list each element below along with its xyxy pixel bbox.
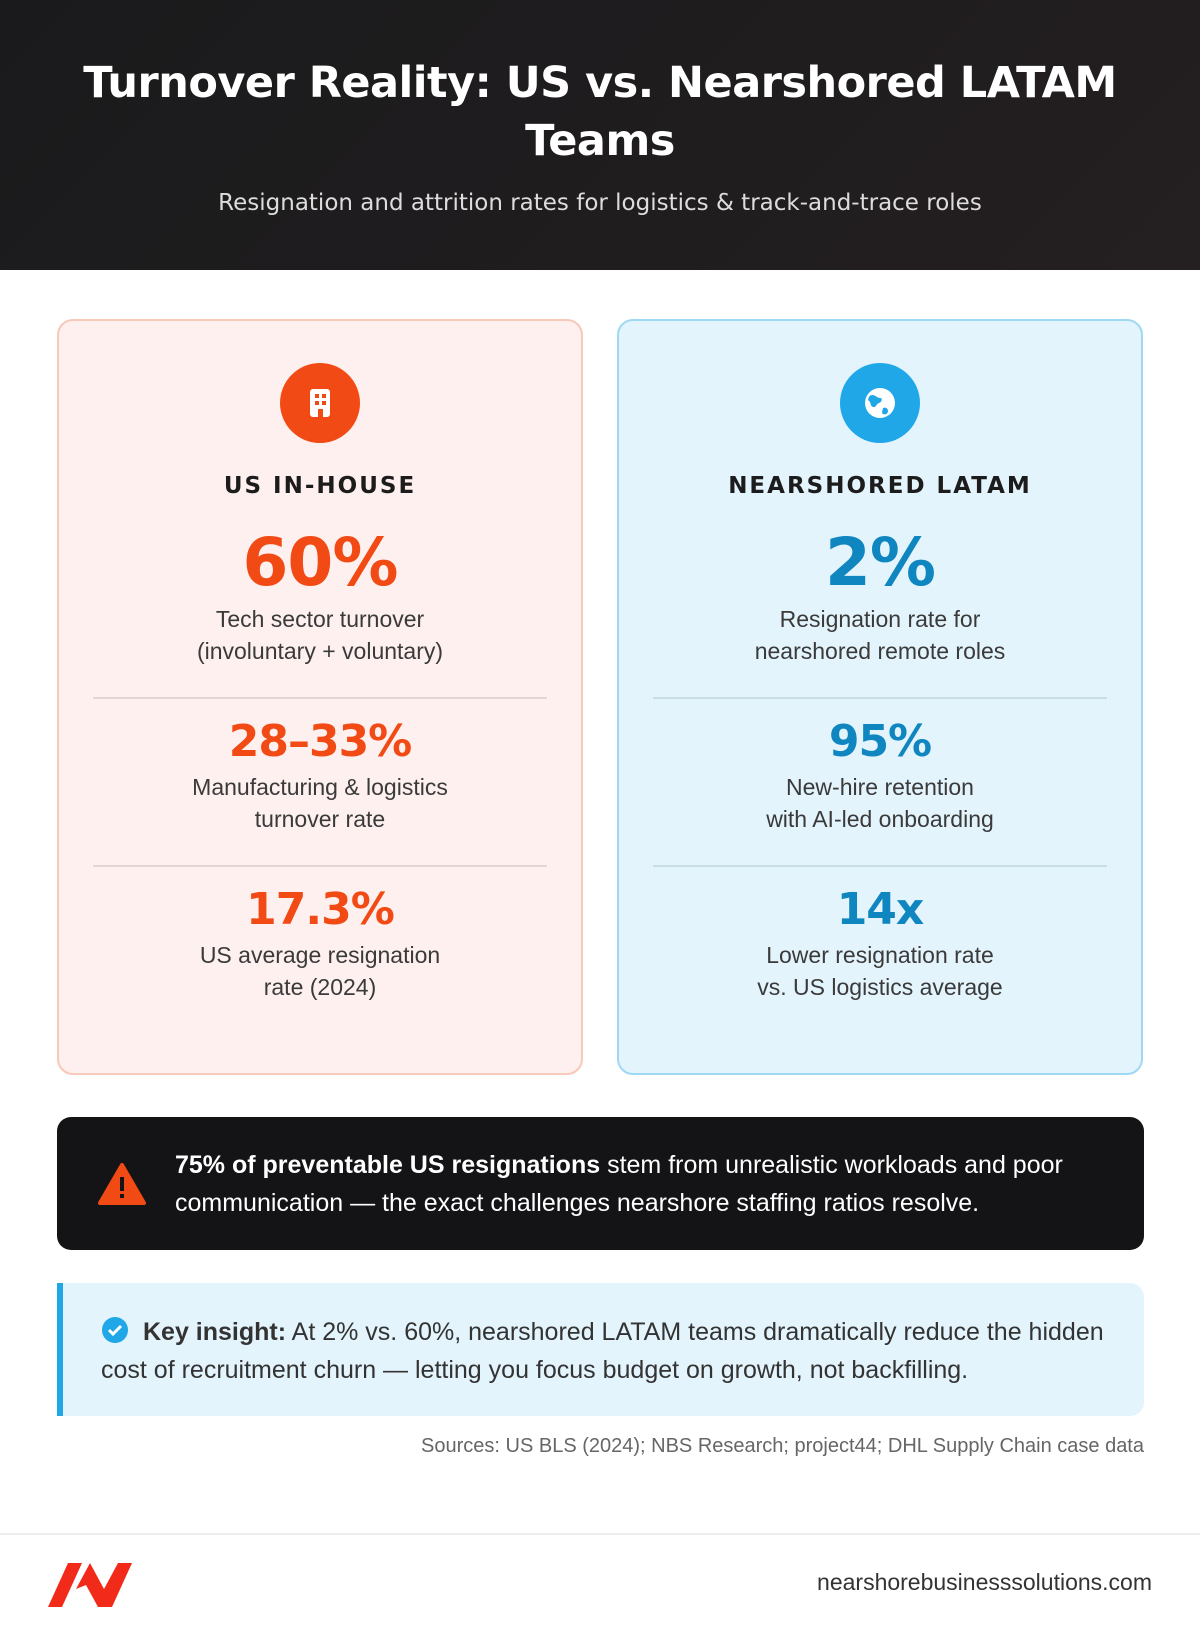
stat: 14x Lower resignation rate vs. US logistic… bbox=[653, 867, 1107, 1033]
sources: Sources: US BLS (2024); NBS Research; pr… bbox=[421, 1435, 1144, 1457]
panel-label: US IN-HOUSE bbox=[223, 473, 417, 499]
footer: nearshorebusinesssolutions.com bbox=[0, 1533, 1200, 1630]
warning-callout: 75% of preventable US resignations stem … bbox=[57, 1117, 1144, 1250]
logo bbox=[48, 1563, 132, 1607]
stat-description: Lower resignation rate bbox=[766, 942, 994, 968]
stat-description: Resignation rate for bbox=[779, 606, 981, 632]
stat-description: rate (2024) bbox=[263, 974, 377, 1000]
stat-description: with AI-led onboarding bbox=[766, 806, 994, 832]
header: Turnover Reality: US vs. Nearshored LATA… bbox=[0, 0, 1200, 270]
callout-body: stem from unrealistic workloads and poor… bbox=[175, 1150, 1063, 1217]
stat-description: turnover rate bbox=[254, 806, 386, 832]
callout-text: 75% of preventable US resignations stem … bbox=[175, 1146, 1084, 1222]
stat-description: vs. US logistics average bbox=[757, 974, 1003, 1000]
insight-box: Key insight: At 2% vs. 60%, nearshored L… bbox=[57, 1283, 1144, 1416]
panels: US IN-HOUSE 60% Tech sector turnover (invo… bbox=[57, 319, 1144, 1075]
stat-description: (involuntary + voluntary) bbox=[196, 638, 444, 664]
title: Turnover Reality: US vs. Nearshored LATA… bbox=[83, 58, 1117, 166]
stat-value: 28–33% bbox=[228, 716, 413, 767]
stat-value: 95% bbox=[828, 716, 932, 767]
stat-list: 60% Tech sector turnover (involuntary + vo… bbox=[59, 499, 581, 1033]
stat: 17.3% US average resignation rate (2024) bbox=[93, 867, 547, 1033]
latam-panel: NEARSHORED LATAM 2% Resignation rate for n… bbox=[617, 319, 1143, 1075]
stat-value: 17.3% bbox=[246, 884, 395, 935]
insight-body: At 2% vs. 60%, nearshored LATAM teams dr… bbox=[101, 1318, 1104, 1384]
stat-value: 2% bbox=[824, 524, 936, 601]
stat: 60% Tech sector turnover (involuntary + vo… bbox=[93, 499, 547, 699]
stat-description: Tech sector turnover bbox=[215, 606, 425, 632]
stat: 95% New-hire retention with AI-led onboard… bbox=[653, 699, 1107, 867]
stat-description: New-hire retention bbox=[786, 774, 974, 800]
stat-description: nearshored remote roles bbox=[754, 638, 1006, 664]
stat: 28–33% Manufacturing & logistics turnover … bbox=[93, 699, 547, 867]
stat-value: 60% bbox=[242, 524, 399, 601]
stat-description: US average resignation bbox=[199, 942, 441, 968]
stat-description: Manufacturing & logistics bbox=[192, 774, 448, 800]
building-icon bbox=[280, 363, 360, 443]
globe-icon bbox=[840, 363, 920, 443]
stat-value: 14x bbox=[836, 884, 925, 935]
us-panel: US IN-HOUSE 60% Tech sector turnover (invo… bbox=[57, 319, 583, 1075]
callout-bold: 75% of preventable US resignations bbox=[175, 1150, 601, 1179]
insight-bold: Key insight: bbox=[143, 1318, 287, 1346]
footer-url: nearshorebusinesssolutions.com bbox=[817, 1569, 1152, 1595]
check-icon bbox=[102, 1317, 128, 1343]
warning-icon bbox=[98, 1162, 146, 1205]
stat-list: 2% Resignation rate for nearshored remote … bbox=[619, 499, 1141, 1033]
panel-label: NEARSHORED LATAM bbox=[728, 473, 1032, 499]
subtitle: Resignation and attrition rates for logi… bbox=[218, 190, 982, 216]
stat: 2% Resignation rate for nearshored remote … bbox=[653, 499, 1107, 699]
